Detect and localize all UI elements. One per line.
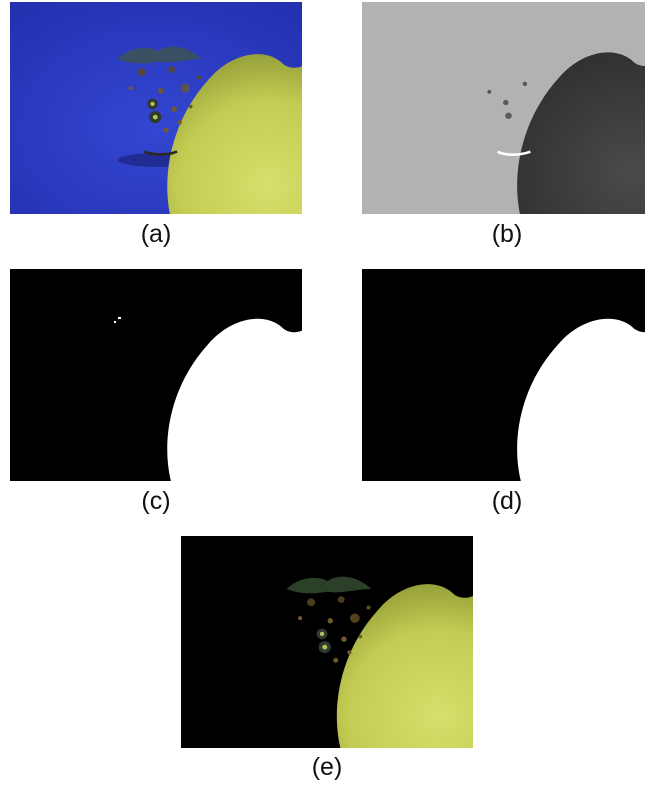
caption-c: (c) (141, 487, 171, 515)
caption-d: (d) (491, 487, 523, 515)
panel-c-binary-mask-raw (10, 269, 302, 481)
pear-fruit (117, 46, 302, 214)
caption-e: (e) (311, 753, 343, 781)
panel-a-original-photo (10, 2, 302, 214)
mask-foreground (144, 319, 302, 481)
panel-e-segmented-pear (181, 536, 473, 748)
panel-d-binary-mask-cleaned (362, 269, 645, 481)
gray-pear (487, 52, 645, 214)
panel-b-grayscale (362, 2, 645, 214)
pear-fruit (286, 576, 473, 748)
caption-a: (a) (140, 220, 172, 248)
caption-b: (b) (491, 220, 523, 248)
